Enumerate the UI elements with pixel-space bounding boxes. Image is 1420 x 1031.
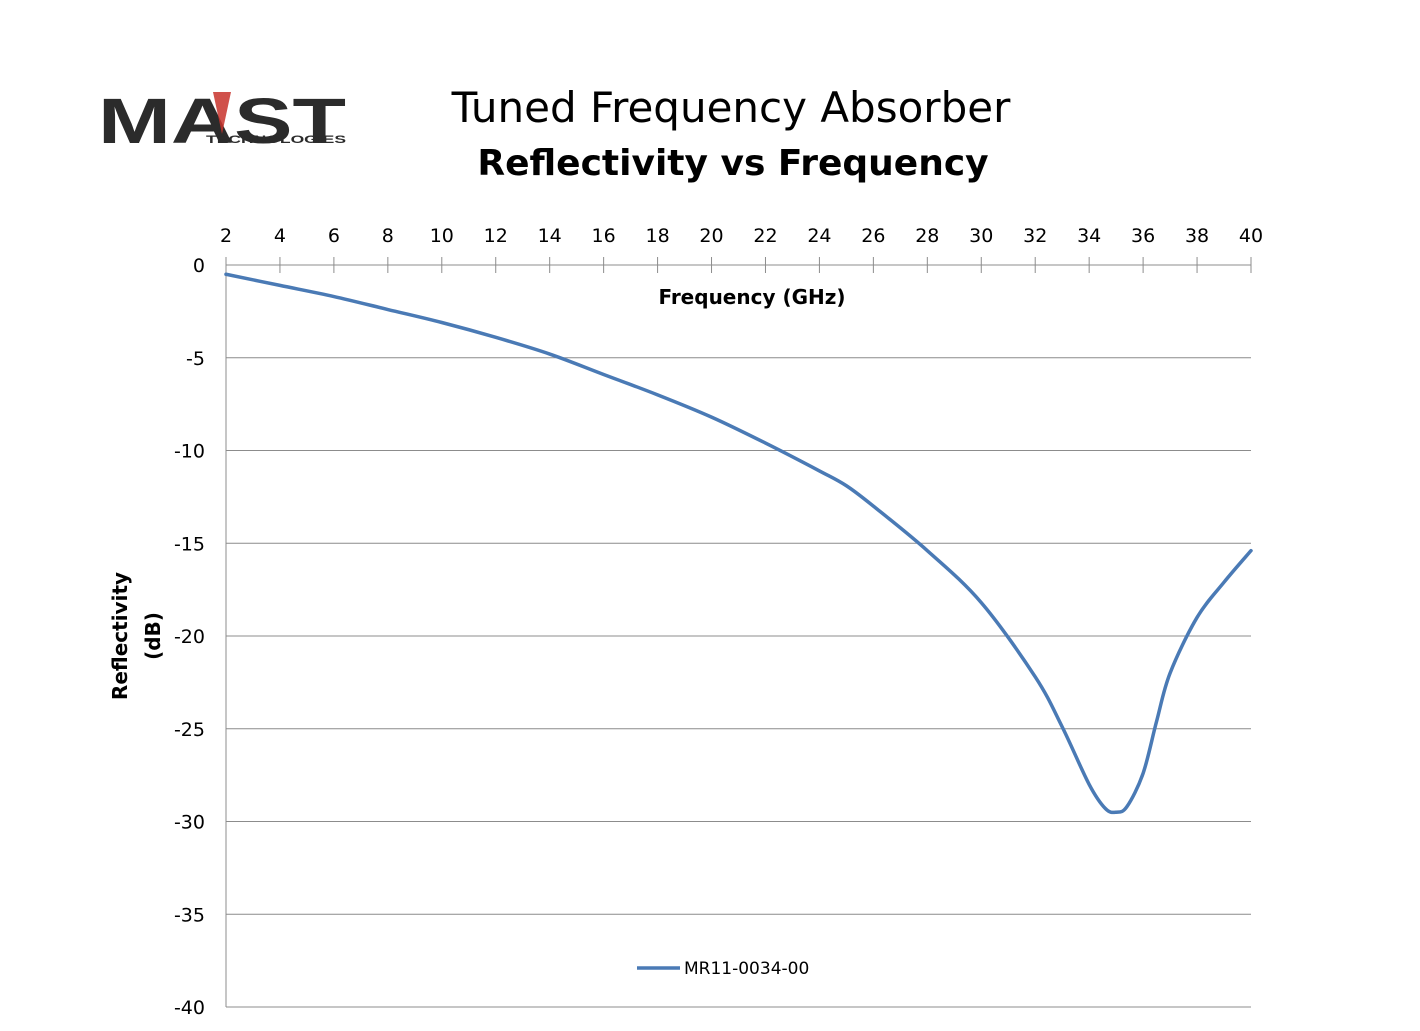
x-axis-title: Frequency (GHz) xyxy=(658,285,845,309)
y-axis-title: Reflectivity (dB) xyxy=(108,572,165,700)
x-tick-label: 22 xyxy=(753,225,777,247)
y-tick-label: -20 xyxy=(174,626,205,648)
y-tick-label: -40 xyxy=(174,997,205,1019)
x-tick-label: 8 xyxy=(382,225,394,247)
y-tick-label: -5 xyxy=(186,348,205,370)
x-tick-label: 40 xyxy=(1239,225,1263,247)
legend: MR11-0034-00 xyxy=(637,959,809,979)
x-tick-label: 28 xyxy=(915,225,939,247)
y-tick-label: -35 xyxy=(174,904,205,926)
x-tick-label: 6 xyxy=(328,225,340,247)
x-tick-label: 12 xyxy=(484,225,508,247)
x-tick-label: 18 xyxy=(645,225,669,247)
mast-logo: MAST TECHNOLOGIES xyxy=(98,85,346,157)
series-lines xyxy=(224,272,1253,815)
x-tick-label: 10 xyxy=(430,225,454,247)
x-tick-label: 4 xyxy=(274,225,286,247)
x-tick-label: 24 xyxy=(807,225,831,247)
x-tick-labels: 2 4 6 8 10 12 14 16 18 20 22 24 26 28 30 32 34 36 38 40 xyxy=(220,225,1263,247)
y-tick-label: -15 xyxy=(174,533,205,555)
x-tick-label: 26 xyxy=(861,225,885,247)
logo-tagline: TECHNOLOGIES xyxy=(206,134,346,146)
y-axis-title-line-2: (dB) xyxy=(141,612,165,660)
y-tick-label: -30 xyxy=(174,812,205,834)
x-tick-label: 30 xyxy=(969,225,993,247)
x-tick-label: 20 xyxy=(699,225,723,247)
axes xyxy=(225,257,1252,1007)
x-tick-label: 14 xyxy=(538,225,562,247)
y-tick-label: 0 xyxy=(193,255,205,277)
x-tick-label: 38 xyxy=(1185,225,1209,247)
gridlines xyxy=(226,357,1251,1008)
y-tick-label: -25 xyxy=(174,719,205,741)
chart-subtitle: Reflectivity vs Frequency xyxy=(477,143,988,184)
y-tick-labels: 0 -5 -10 -15 -20 -25 -30 -35 -40 xyxy=(174,255,205,1019)
y-tick-label: -10 xyxy=(174,441,205,463)
series-line-1 xyxy=(224,272,1253,815)
x-tick-label: 32 xyxy=(1023,225,1047,247)
x-tick-label: 16 xyxy=(592,225,616,247)
legend-label: MR11-0034-00 xyxy=(684,959,809,979)
x-tick-label: 34 xyxy=(1077,225,1101,247)
x-tick-label: 2 xyxy=(220,225,232,247)
logo-accent-icon xyxy=(213,92,231,134)
chart-title: Tuned Frequency Absorber xyxy=(451,83,1011,132)
x-tick-label: 36 xyxy=(1131,225,1155,247)
y-axis-title-line-1: Reflectivity xyxy=(108,572,132,700)
